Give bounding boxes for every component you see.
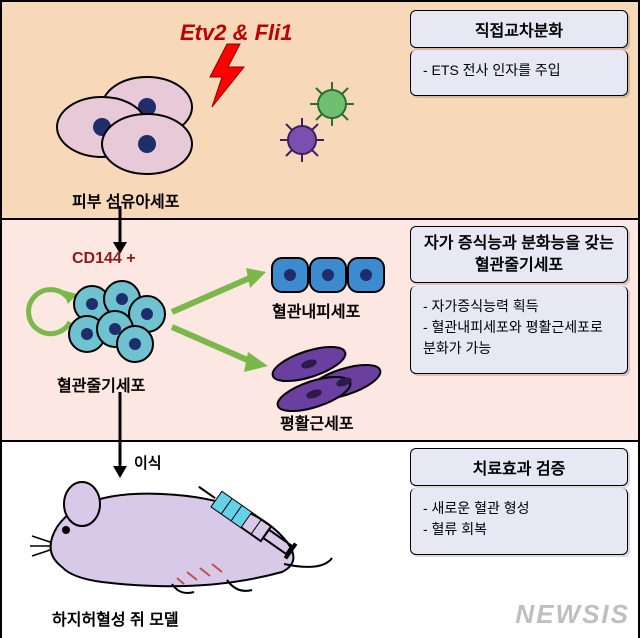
- tab3-body: - 새로운 혈관 형성 - 혈류 회복: [410, 488, 628, 555]
- microbes-icon: [270, 74, 380, 174]
- tab1-title: 직접교차분화: [410, 10, 628, 48]
- tab2-list: - 자가증식능력 획득 - 혈관내피세포와 평활근세포로 분화가 가능: [421, 292, 617, 363]
- mouse-model-icon: [22, 472, 342, 612]
- smc-label: 평활근세포: [280, 410, 354, 434]
- vsc-cluster-icon: [57, 274, 177, 374]
- tab3-item: - 새로운 혈관 형성: [423, 498, 615, 519]
- arrow-down-2: [110, 392, 130, 480]
- arrow-down-1: [110, 206, 130, 256]
- fibroblast-cells-icon: [52, 72, 202, 182]
- tab1-body: - ETS 전사 인자를 주입: [410, 50, 628, 96]
- tab1-list: - ETS 전사 인자를 주입: [421, 56, 617, 85]
- tab3-item: - 혈류 회복: [423, 519, 615, 540]
- tab2-body: - 자가증식능력 획득 - 혈관내피세포와 평활근세포로 분화가 가능: [410, 286, 628, 374]
- tab3-list: - 새로운 혈관 형성 - 혈류 회복: [421, 494, 617, 544]
- vsc-label: 혈관줄기세포: [57, 372, 145, 396]
- tab3-title: 치료효과 검증: [410, 448, 628, 486]
- smc-cells-icon: [264, 342, 394, 412]
- transplant-label: 이식: [134, 452, 162, 473]
- endothelial-cells-icon: [270, 250, 390, 300]
- cd144-label: CD144 +: [72, 250, 136, 268]
- tab2-item: - 혈관내피세포와 평활근세포로 분화가 가능: [423, 317, 615, 359]
- tab2-title: 자가 증식능과 분화능을 갖는 혈관줄기세포: [410, 226, 628, 283]
- endothelial-label: 혈관내피세포: [272, 298, 360, 322]
- divider-1: [2, 218, 638, 220]
- figure-root: Etv2 & Fli1: [0, 0, 640, 638]
- lightning-bolt-icon: [202, 42, 252, 112]
- divider-2: [2, 440, 638, 442]
- tab1-item: - ETS 전사 인자를 주입: [423, 60, 615, 81]
- watermark: NEWSIS: [515, 599, 630, 630]
- mouse-model-label: 하지허혈성 쥐 모델: [52, 606, 179, 630]
- tab2-item: - 자가증식능력 획득: [423, 296, 615, 317]
